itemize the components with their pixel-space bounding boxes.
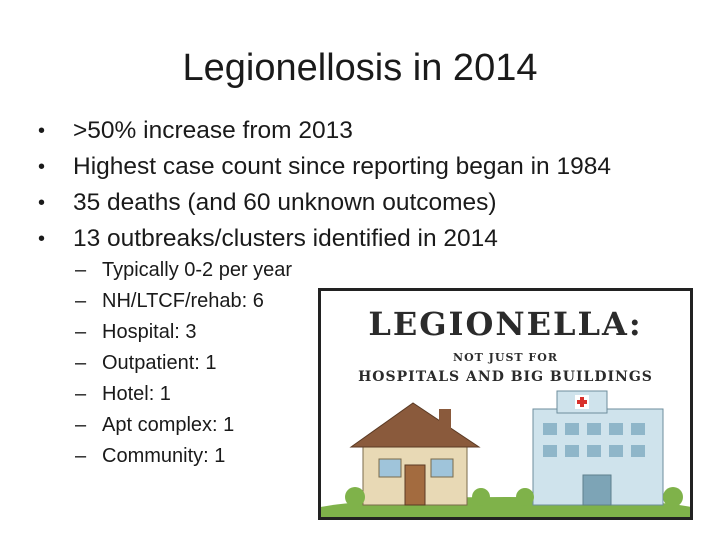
sub-bullet-item: – Typically 0-2 per year — [0, 255, 340, 286]
sub-bullet-item: – Hotel: 1 — [0, 379, 340, 410]
sub-bullet-item: – Apt complex: 1 — [0, 410, 340, 441]
legionella-banner-image: LEGIONELLA: NOT JUST FOR HOSPITALS AND B… — [318, 288, 693, 520]
dash-marker: – — [75, 383, 87, 405]
bullet-marker: • — [38, 156, 46, 178]
banner-subline-2: HOSPITALS AND BIG BUILDINGS — [358, 369, 653, 385]
dash-marker: – — [75, 445, 87, 467]
house-illustration — [349, 402, 481, 506]
sub-bullet-item: – Outpatient: 1 — [0, 348, 340, 379]
sub-bullet-list: – Typically 0-2 per year – NH/LTCF/rehab: … — [0, 255, 340, 472]
hospital-illustration — [532, 390, 664, 506]
sub-bullet-text: Typically 0-2 per year — [102, 259, 293, 281]
dash-marker: – — [75, 321, 87, 343]
bullet-item: • 13 outbreaks/clusters identified in 20… — [0, 221, 720, 257]
sub-bullet-item: – NH/LTCF/rehab: 6 — [0, 286, 340, 317]
sub-bullet-item: – Community: 1 — [0, 441, 340, 472]
slide-title: Legionellosis in 2014 — [182, 47, 538, 89]
banner-headline: LEGIONELLA: — [368, 305, 643, 343]
sub-bullet-text: Outpatient: 1 — [102, 352, 217, 374]
bullet-text: >50% increase from 2013 — [73, 117, 353, 144]
bullet-marker: • — [38, 228, 46, 250]
dash-marker: – — [75, 352, 87, 374]
sub-bullet-item: – Hospital: 3 — [0, 317, 340, 348]
sub-bullet-text: Hospital: 3 — [102, 321, 197, 343]
bullet-item: • >50% increase from 2013 — [0, 113, 720, 149]
sub-bullet-text: NH/LTCF/rehab: 6 — [102, 290, 264, 312]
bullet-item: • 35 deaths (and 60 unknown outcomes) — [0, 185, 720, 221]
dash-marker: – — [75, 414, 87, 436]
bullet-text: 35 deaths (and 60 unknown outcomes) — [73, 189, 497, 216]
banner-subline: NOT JUST FOR — [453, 351, 558, 364]
bullet-item: • Highest case count since reporting beg… — [0, 149, 720, 185]
sub-bullet-text: Hotel: 1 — [102, 383, 171, 405]
sub-bullet-text: Community: 1 — [102, 445, 226, 467]
bullet-list: • >50% increase from 2013 • Highest case… — [0, 113, 720, 257]
banner-illustration — [321, 390, 690, 517]
sub-bullet-text: Apt complex: 1 — [102, 414, 235, 436]
dash-marker: – — [75, 259, 87, 281]
dash-marker: – — [75, 290, 87, 312]
bullet-marker: • — [38, 192, 46, 214]
bullet-text: 13 outbreaks/clusters identified in 2014 — [73, 225, 498, 252]
bullet-text: Highest case count since reporting began… — [73, 153, 611, 180]
bullet-marker: • — [38, 120, 46, 142]
